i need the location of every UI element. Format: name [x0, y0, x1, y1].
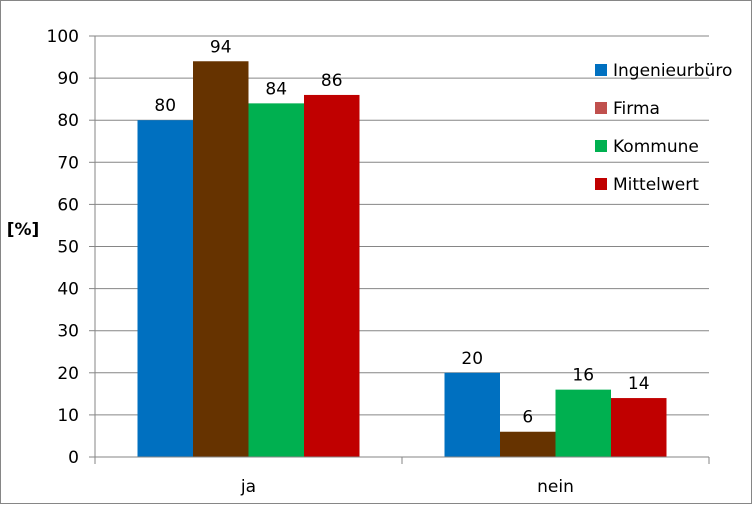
legend-label: Ingenieurbüro: [613, 61, 732, 81]
bar-ja-Firma: [193, 61, 249, 457]
y-tick-label: 80: [57, 111, 79, 131]
legend-label: Kommune: [613, 137, 699, 157]
bar-nein-Mittelwert: [611, 398, 667, 457]
category-label: nein: [537, 477, 574, 497]
data-label: 84: [265, 79, 287, 99]
y-tick-label: 50: [57, 238, 79, 258]
bar-ja-Ingenieurbüro: [137, 120, 193, 457]
data-label: 20: [461, 349, 483, 369]
data-labels: 80 94 84 86 20 6 16 14: [154, 37, 649, 427]
legend-label: Firma: [613, 99, 660, 119]
data-label: 16: [572, 366, 594, 386]
legend-swatch: [595, 64, 607, 76]
y-tick-label: 20: [57, 364, 79, 384]
y-tick-label: 30: [57, 322, 79, 342]
bar-ja-Mittelwert: [304, 94, 360, 457]
bar-nein-Ingenieurbüro: [444, 372, 500, 457]
category-label: ja: [240, 477, 256, 497]
y-tick-label: 90: [57, 69, 79, 89]
y-tick-label: 40: [57, 280, 79, 300]
data-label: 94: [210, 37, 232, 57]
legend-label: Mittelwert: [613, 175, 699, 195]
legend-swatch: [595, 178, 607, 190]
axes: [94, 36, 710, 464]
data-label: 14: [628, 374, 650, 394]
category-labels: ja nein: [240, 477, 574, 497]
y-tick-label: 0: [68, 448, 79, 468]
y-axis-label: [%]: [7, 220, 40, 240]
legend: Ingenieurbüro Firma Kommune Mittelwert: [595, 61, 732, 195]
y-axis-ticks: 0 10 20 30 40 50 60 70 80 90 100: [47, 27, 95, 468]
y-tick-label: 60: [57, 195, 79, 215]
y-tick-label: 70: [57, 153, 79, 173]
bar-nein-Firma: [500, 431, 556, 457]
y-tick-label: 100: [47, 27, 79, 47]
bar-nein-Kommune: [555, 389, 611, 457]
bars: [137, 61, 667, 458]
y-tick-label: 10: [57, 406, 79, 426]
legend-swatch: [595, 140, 607, 152]
legend-swatch: [595, 102, 607, 114]
data-label: 80: [154, 96, 176, 116]
data-label: 86: [321, 71, 343, 91]
bar-ja-Kommune: [248, 103, 304, 458]
data-label: 6: [522, 408, 533, 428]
